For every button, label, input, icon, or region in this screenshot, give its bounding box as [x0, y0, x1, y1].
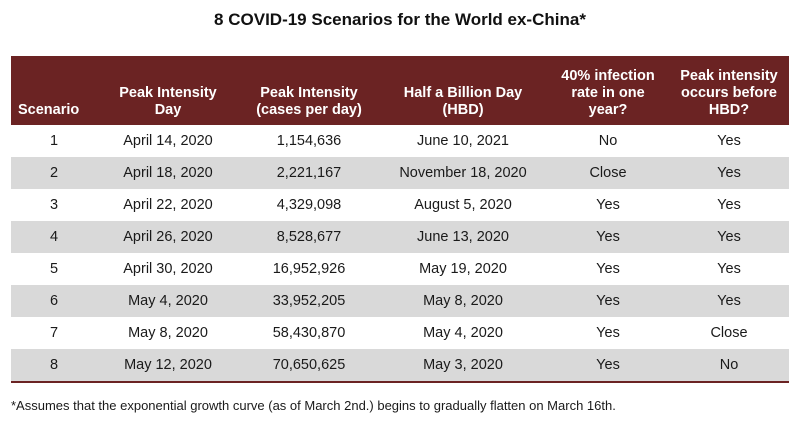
header-peak-before-hbd: Peak intensity occurs before HBD?	[669, 56, 789, 125]
cell-hbd: June 10, 2021	[417, 133, 509, 149]
header-line: (cases per day)	[256, 102, 362, 118]
table-row: 2 April 18, 2020 2,221,167 November 18, 202…	[11, 157, 789, 189]
cell-infection-rate: Yes	[596, 325, 620, 341]
cell-peak-day: April 18, 2020	[123, 165, 213, 181]
cell-peak-day: May 4, 2020	[128, 293, 208, 309]
header-line: 40% infection	[561, 68, 655, 84]
cell-peak-day: April 30, 2020	[123, 261, 213, 277]
cell-peak-before-hbd: Yes	[717, 293, 741, 309]
cell-hbd: May 4, 2020	[423, 325, 503, 341]
cell-hbd: June 13, 2020	[417, 229, 509, 245]
header-infection-rate: 40% infection rate in one year?	[547, 56, 669, 125]
table-body: 1 April 14, 2020 1,154,636 June 10, 2021 No Y…	[11, 125, 789, 383]
cell-peak-before-hbd: Yes	[717, 261, 741, 277]
header-line: Half a Billion Day	[403, 85, 523, 101]
cell-peak-before-hbd: Close	[710, 325, 748, 341]
cell-scenario: 2	[49, 165, 59, 181]
cell-scenario: 4	[49, 229, 59, 245]
cell-peak-cases: 8,528,677	[276, 229, 342, 245]
header-line: Day	[154, 102, 182, 118]
header-line: Scenario	[18, 102, 80, 118]
cell-infection-rate: Yes	[596, 197, 620, 213]
header-line: rate in one year?	[571, 85, 645, 118]
scenario-table: Scenario Peak Intensity Day Peak Intensity(…	[11, 56, 789, 383]
header-peak-intensity-day: Peak Intensity Day	[97, 56, 239, 125]
header-line: (HBD)	[442, 102, 484, 118]
cell-hbd: May 8, 2020	[423, 293, 503, 309]
cell-scenario: 6	[49, 293, 59, 309]
page-title: 8 COVID-19 Scenarios for the World ex-Ch…	[214, 10, 586, 29]
footnote: *Assumes that the exponential growth cur…	[11, 398, 616, 413]
cell-peak-day: April 26, 2020	[123, 229, 213, 245]
cell-scenario: 3	[49, 197, 59, 213]
cell-infection-rate: Yes	[596, 293, 620, 309]
cell-peak-day: April 22, 2020	[123, 197, 213, 213]
cell-peak-before-hbd: Yes	[717, 133, 741, 149]
cell-peak-day: May 8, 2020	[128, 325, 208, 341]
cell-peak-cases: 2,221,167	[276, 165, 342, 181]
cell-peak-before-hbd: Yes	[717, 165, 741, 181]
cell-peak-cases: 1,154,636	[276, 133, 342, 149]
cell-infection-rate: No	[598, 133, 618, 149]
cell-peak-before-hbd: Yes	[717, 197, 741, 213]
header-line: Peak intensity	[680, 68, 778, 84]
header-scenario: Scenario	[11, 56, 97, 125]
cell-scenario: 7	[49, 325, 59, 341]
cell-hbd: May 3, 2020	[379, 349, 547, 383]
cell-scenario: 5	[49, 261, 59, 277]
table-row: 7 May 8, 2020 58,430,870 May 4, 2020 Yes Clos…	[11, 317, 789, 349]
header-line: occurs before	[681, 85, 777, 101]
header-half-billion-day: Half a Billion Day (HBD)	[379, 56, 547, 125]
table-row: 5 April 30, 2020 16,952,926 May 19, 2020 Yes…	[11, 253, 789, 285]
cell-hbd: November 18, 2020	[399, 165, 527, 181]
cell-peak-cases: 4,329,098	[276, 197, 342, 213]
cell-infection-rate: Close	[589, 165, 627, 181]
cell-peak-before-hbd: No	[669, 349, 789, 383]
cell-scenario: 1	[49, 133, 59, 149]
cell-hbd: August 5, 2020	[414, 197, 512, 213]
cell-scenario: 8	[11, 349, 97, 383]
cell-peak-cases: 33,952,205	[272, 293, 346, 309]
cell-infection-rate: Yes	[596, 229, 620, 245]
cell-peak-before-hbd: Yes	[717, 229, 741, 245]
table-row: 6 May 4, 2020 33,952,205 May 8, 2020 Yes Yes	[11, 285, 789, 317]
header-peak-intensity-cases: Peak Intensity (cases per day)	[239, 56, 379, 125]
table-row: 1 April 14, 2020 1,154,636 June 10, 2021 No Y…	[11, 125, 789, 157]
cell-infection-rate: Yes	[596, 261, 620, 277]
cell-peak-day: April 14, 2020	[123, 133, 213, 149]
cell-infection-rate: Yes	[547, 349, 669, 383]
cell-peak-cases: 58,430,870	[272, 325, 346, 341]
cell-peak-cases: 16,952,926	[272, 261, 346, 277]
table-header-row: Scenario Peak Intensity Day Peak Intensity(…	[11, 56, 789, 125]
header-line: HBD?	[708, 102, 750, 118]
header-line: Peak Intensity	[119, 85, 217, 101]
cell-peak-cases: 70,650,625	[239, 349, 379, 383]
cell-peak-day: May 12, 2020	[97, 349, 239, 383]
table-row: 8 May 12, 2020 70,650,625 May 3, 2020 Yes No	[11, 349, 789, 383]
header-line: Peak Intensity	[260, 85, 358, 101]
table-row: 4 April 26, 2020 8,528,677 June 13, 2020 Yes…	[11, 221, 789, 253]
table-row: 3 April 22, 2020 4,329,098 August 5, 2020 Ye…	[11, 189, 789, 221]
cell-hbd: May 19, 2020	[419, 261, 507, 277]
